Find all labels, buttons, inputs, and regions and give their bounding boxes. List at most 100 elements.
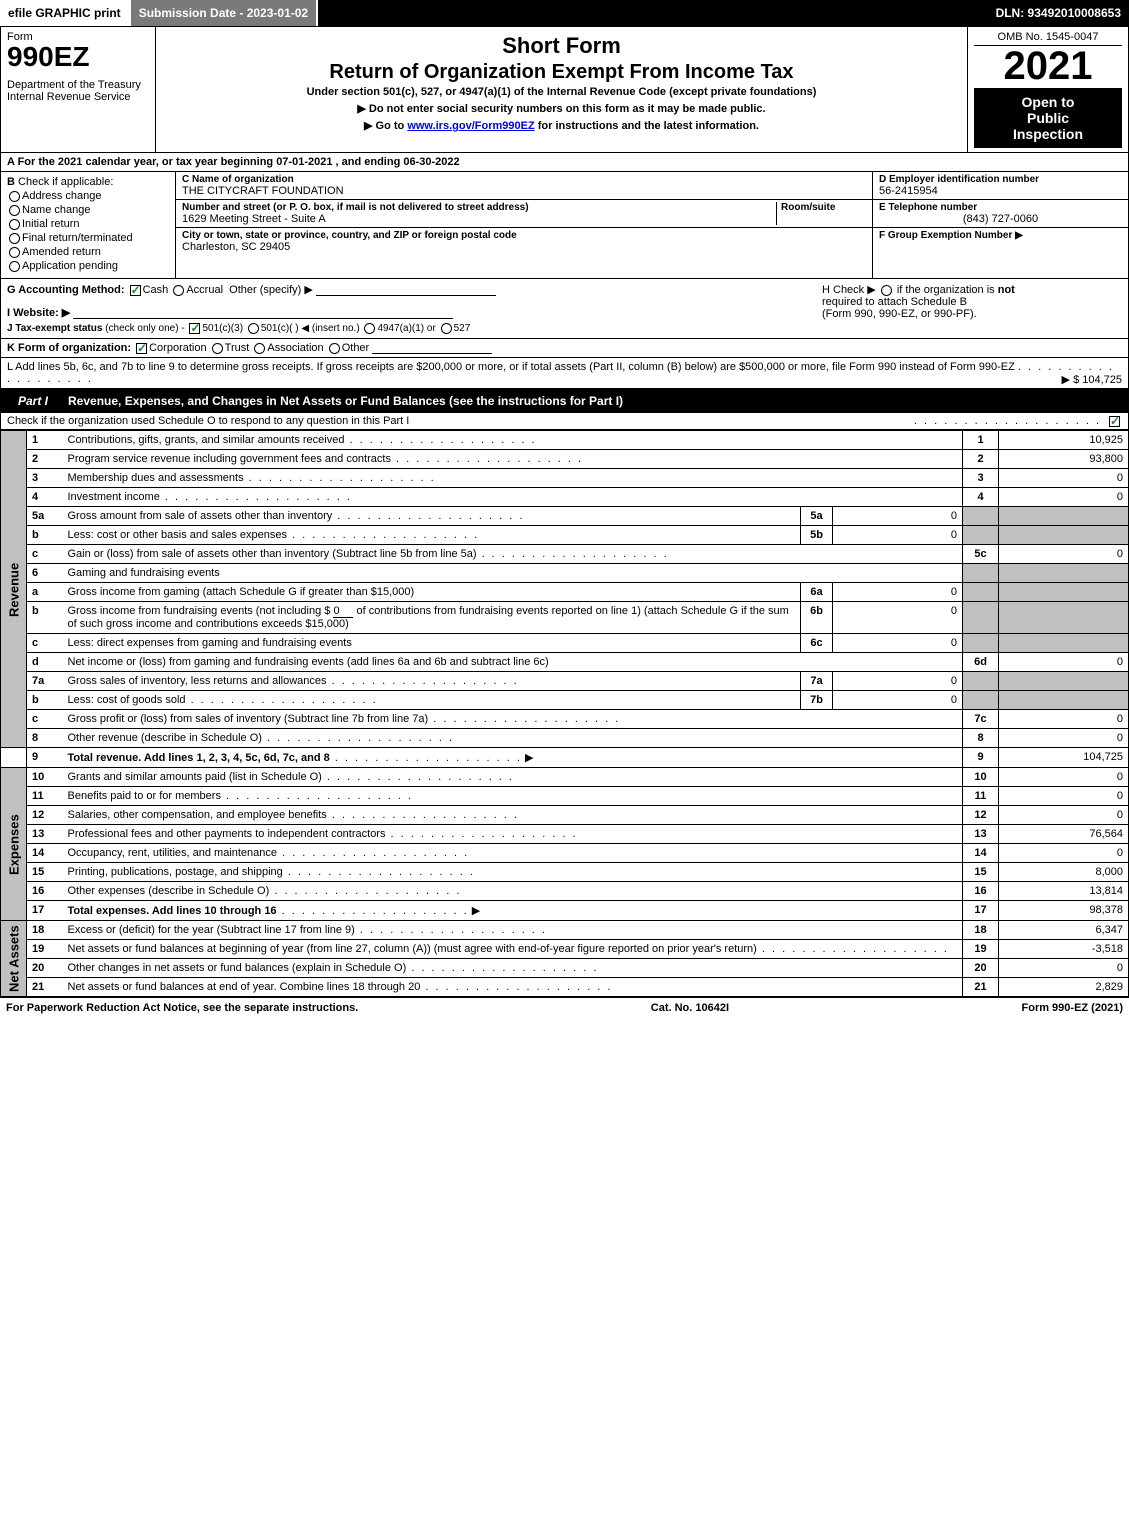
goto-suffix: for instructions and the latest informat… bbox=[538, 120, 759, 132]
chk-cash[interactable] bbox=[130, 285, 141, 296]
chk-accrual[interactable] bbox=[173, 285, 184, 296]
ln2-desc: Program service revenue including govern… bbox=[68, 453, 391, 465]
row-line-5c: c Gain or (loss) from sale of assets oth… bbox=[1, 545, 1129, 564]
chk-association[interactable] bbox=[254, 343, 265, 354]
ln7b-sval: 0 bbox=[833, 691, 963, 710]
ln6b-num: b bbox=[27, 602, 63, 634]
ln1-desc: Contributions, gifts, grants, and simila… bbox=[68, 434, 345, 446]
ln11-rnum: 11 bbox=[963, 787, 999, 806]
b-label: B bbox=[7, 176, 15, 188]
row-line-6a: a Gross income from gaming (attach Sched… bbox=[1, 583, 1129, 602]
chk-final-return[interactable]: Final return/terminated bbox=[7, 232, 169, 244]
chk-501c3[interactable] bbox=[189, 323, 200, 334]
chk-trust[interactable] bbox=[212, 343, 223, 354]
ln10-val: 0 bbox=[999, 768, 1129, 787]
ln21-num: 21 bbox=[27, 978, 63, 997]
chk-corporation[interactable] bbox=[136, 343, 147, 354]
row-line-19: 19 Net assets or fund balances at beginn… bbox=[1, 940, 1129, 959]
row-line-5b: b Less: cost or other basis and sales ex… bbox=[1, 526, 1129, 545]
row-a-tax-year: A For the 2021 calendar year, or tax yea… bbox=[0, 153, 1129, 172]
ln6a-gray1 bbox=[963, 583, 999, 602]
ln6b-gray2 bbox=[999, 602, 1129, 634]
chk-address-change[interactable]: Address change bbox=[7, 190, 169, 202]
org-name-label: C Name of organization bbox=[182, 174, 866, 185]
g-label: G Accounting Method: bbox=[7, 284, 125, 296]
ln5c-rnum: 5c bbox=[963, 545, 999, 564]
row-line-6d: d Net income or (loss) from gaming and f… bbox=[1, 653, 1129, 672]
chk-4947[interactable] bbox=[364, 323, 375, 334]
ln3-val: 0 bbox=[999, 469, 1129, 488]
ln11-desc: Benefits paid to or for members bbox=[68, 790, 221, 802]
chk-schedule-o[interactable] bbox=[1109, 416, 1120, 427]
ln6a-sval: 0 bbox=[833, 583, 963, 602]
row-j: J Tax-exempt status (check only one) - 5… bbox=[7, 323, 822, 334]
phone-value: (843) 727-0060 bbox=[879, 213, 1122, 225]
ln7c-num: c bbox=[27, 710, 63, 729]
chk-name-change[interactable]: Name change bbox=[7, 204, 169, 216]
side-revenue: Revenue bbox=[1, 431, 27, 748]
row-line-5a: 5a Gross amount from sale of assets othe… bbox=[1, 507, 1129, 526]
footer-mid: Cat. No. 10642I bbox=[651, 1002, 729, 1014]
ln20-val: 0 bbox=[999, 959, 1129, 978]
part1-check-row: Check if the organization used Schedule … bbox=[0, 413, 1129, 430]
ln6-gray2 bbox=[999, 564, 1129, 583]
row-line-16: 16 Other expenses (describe in Schedule … bbox=[1, 882, 1129, 901]
h-prefix: H Check ▶ bbox=[822, 284, 876, 296]
phone-label: E Telephone number bbox=[879, 202, 1122, 213]
ln10-rnum: 10 bbox=[963, 768, 999, 787]
website-blank bbox=[73, 307, 453, 319]
ln5b-desc: Less: cost or other basis and sales expe… bbox=[68, 529, 288, 541]
row-line-21: 21 Net assets or fund balances at end of… bbox=[1, 978, 1129, 997]
ln6c-snum: 6c bbox=[801, 634, 833, 653]
row-line-9: 9 Total revenue. Add lines 1, 2, 3, 4, 5… bbox=[1, 748, 1129, 768]
ln16-val: 13,814 bbox=[999, 882, 1129, 901]
dept-line-2: Internal Revenue Service bbox=[7, 91, 149, 103]
ln6b-desc1: Gross income from fundraising events (no… bbox=[68, 605, 331, 617]
chk-application-pending[interactable]: Application pending bbox=[7, 260, 169, 272]
ln14-rnum: 14 bbox=[963, 844, 999, 863]
chk-initial-return[interactable]: Initial return bbox=[7, 218, 169, 230]
row-line-6c: c Less: direct expenses from gaming and … bbox=[1, 634, 1129, 653]
ln7a-snum: 7a bbox=[801, 672, 833, 691]
k-other-blank bbox=[372, 342, 492, 354]
ln18-rnum: 18 bbox=[963, 921, 999, 940]
chk-schedule-b[interactable] bbox=[881, 285, 892, 296]
ln3-desc: Membership dues and assessments bbox=[68, 472, 244, 484]
warning-line: ▶ Do not enter social security numbers o… bbox=[164, 102, 959, 115]
ln7a-desc: Gross sales of inventory, less returns a… bbox=[68, 675, 327, 687]
ln9-rnum: 9 bbox=[963, 748, 999, 768]
g-accrual: Accrual bbox=[186, 284, 223, 296]
group-exemption-label: F Group Exemption Number ▶ bbox=[879, 230, 1122, 241]
chk-amended-return[interactable]: Amended return bbox=[7, 246, 169, 258]
ln7b-gray1 bbox=[963, 691, 999, 710]
chk-501c[interactable] bbox=[248, 323, 259, 334]
ln7a-num: 7a bbox=[27, 672, 63, 691]
ln8-val: 0 bbox=[999, 729, 1129, 748]
ln5c-desc: Gain or (loss) from sale of assets other… bbox=[68, 548, 477, 560]
ln6-desc: Gaming and fundraising events bbox=[63, 564, 963, 583]
row-k: K Form of organization: Corporation Trus… bbox=[0, 339, 1129, 358]
street-value: 1629 Meeting Street - Suite A bbox=[182, 213, 776, 225]
ln13-rnum: 13 bbox=[963, 825, 999, 844]
j-501c3: 501(c)(3) bbox=[202, 323, 243, 334]
header-right: OMB No. 1545-0047 2021 Open to Public In… bbox=[968, 27, 1128, 152]
ln7a-gray2 bbox=[999, 672, 1129, 691]
dln-label: DLN: 93492010008653 bbox=[988, 0, 1129, 26]
h-line2: required to attach Schedule B bbox=[822, 296, 967, 308]
ln16-num: 16 bbox=[27, 882, 63, 901]
ln18-num: 18 bbox=[27, 921, 63, 940]
ln7b-gray2 bbox=[999, 691, 1129, 710]
header-left: Form 990EZ Department of the Treasury In… bbox=[1, 27, 156, 152]
ln4-val: 0 bbox=[999, 488, 1129, 507]
row-line-7b: b Less: cost of goods sold 7b 0 bbox=[1, 691, 1129, 710]
j-insert: ◀ (insert no.) bbox=[301, 323, 359, 334]
chk-527[interactable] bbox=[441, 323, 452, 334]
ln2-val: 93,800 bbox=[999, 450, 1129, 469]
ln13-val: 76,564 bbox=[999, 825, 1129, 844]
h-line3: (Form 990, 990-EZ, or 990-PF). bbox=[822, 308, 977, 320]
row-g-h: G Accounting Method: Cash Accrual Other … bbox=[0, 279, 1129, 339]
irs-link[interactable]: www.irs.gov/Form990EZ bbox=[407, 120, 534, 132]
chk-other-org[interactable] bbox=[329, 343, 340, 354]
ln6-gray1 bbox=[963, 564, 999, 583]
row-line-15: 15 Printing, publications, postage, and … bbox=[1, 863, 1129, 882]
